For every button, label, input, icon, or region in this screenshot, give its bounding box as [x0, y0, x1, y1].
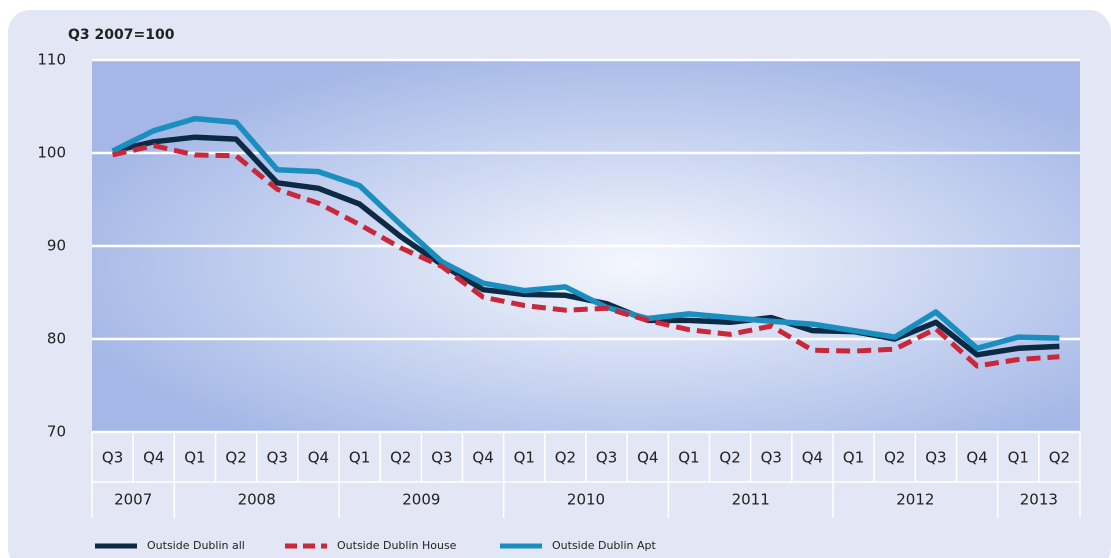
- x-tick-label: Q4: [308, 449, 329, 467]
- x-tick-label: Q3: [761, 449, 782, 467]
- year-label: 2011: [732, 491, 770, 509]
- year-label: 2010: [567, 491, 605, 509]
- x-tick-label: Q4: [637, 449, 658, 467]
- x-tick-label: Q1: [843, 449, 864, 467]
- y-tick-label: 110: [37, 51, 66, 69]
- chart-title: Q3 2007=100: [68, 27, 175, 43]
- year-label: 2008: [238, 491, 276, 509]
- x-tick-label: Q4: [472, 449, 493, 467]
- y-tick-label: 70: [47, 423, 66, 441]
- year-label: 2012: [896, 491, 934, 509]
- x-tick-label: Q4: [143, 449, 164, 467]
- x-tick-label: Q2: [555, 449, 576, 467]
- legend-label: Outside Dublin all: [147, 539, 245, 552]
- x-tick-label: Q1: [514, 449, 535, 467]
- series-line: [111, 115, 1060, 352]
- x-tick-label: Q2: [390, 449, 411, 467]
- x-tick-label: Q1: [184, 449, 205, 467]
- year-label: 2007: [114, 491, 152, 509]
- x-tick-label: Q3: [925, 449, 946, 467]
- year-label: 2013: [1020, 491, 1058, 509]
- legend-label: Outside Dublin House: [337, 539, 457, 552]
- year-label: 2009: [402, 491, 440, 509]
- x-tick-label: Q3: [431, 449, 452, 467]
- x-tick-label: Q2: [719, 449, 740, 467]
- series-line: [112, 143, 1060, 369]
- x-tick-label: Q1: [678, 449, 699, 467]
- x-tick-label: Q4: [802, 449, 823, 467]
- x-tick-label: Q2: [225, 449, 246, 467]
- y-tick-label: 100: [37, 144, 66, 162]
- x-tick-label: Q1: [349, 449, 370, 467]
- x-tick-label: Q3: [596, 449, 617, 467]
- x-tick-label: Q3: [267, 449, 288, 467]
- x-tick-label: Q2: [1049, 449, 1070, 467]
- y-tick-label: 80: [47, 330, 66, 348]
- x-tick-label: Q3: [102, 449, 123, 467]
- legend-label: Outside Dublin Apt: [552, 539, 656, 552]
- x-tick-label: Q2: [884, 449, 905, 467]
- y-tick-label: 90: [47, 237, 66, 255]
- x-tick-label: Q4: [966, 449, 987, 467]
- x-tick-label: Q1: [1008, 449, 1029, 467]
